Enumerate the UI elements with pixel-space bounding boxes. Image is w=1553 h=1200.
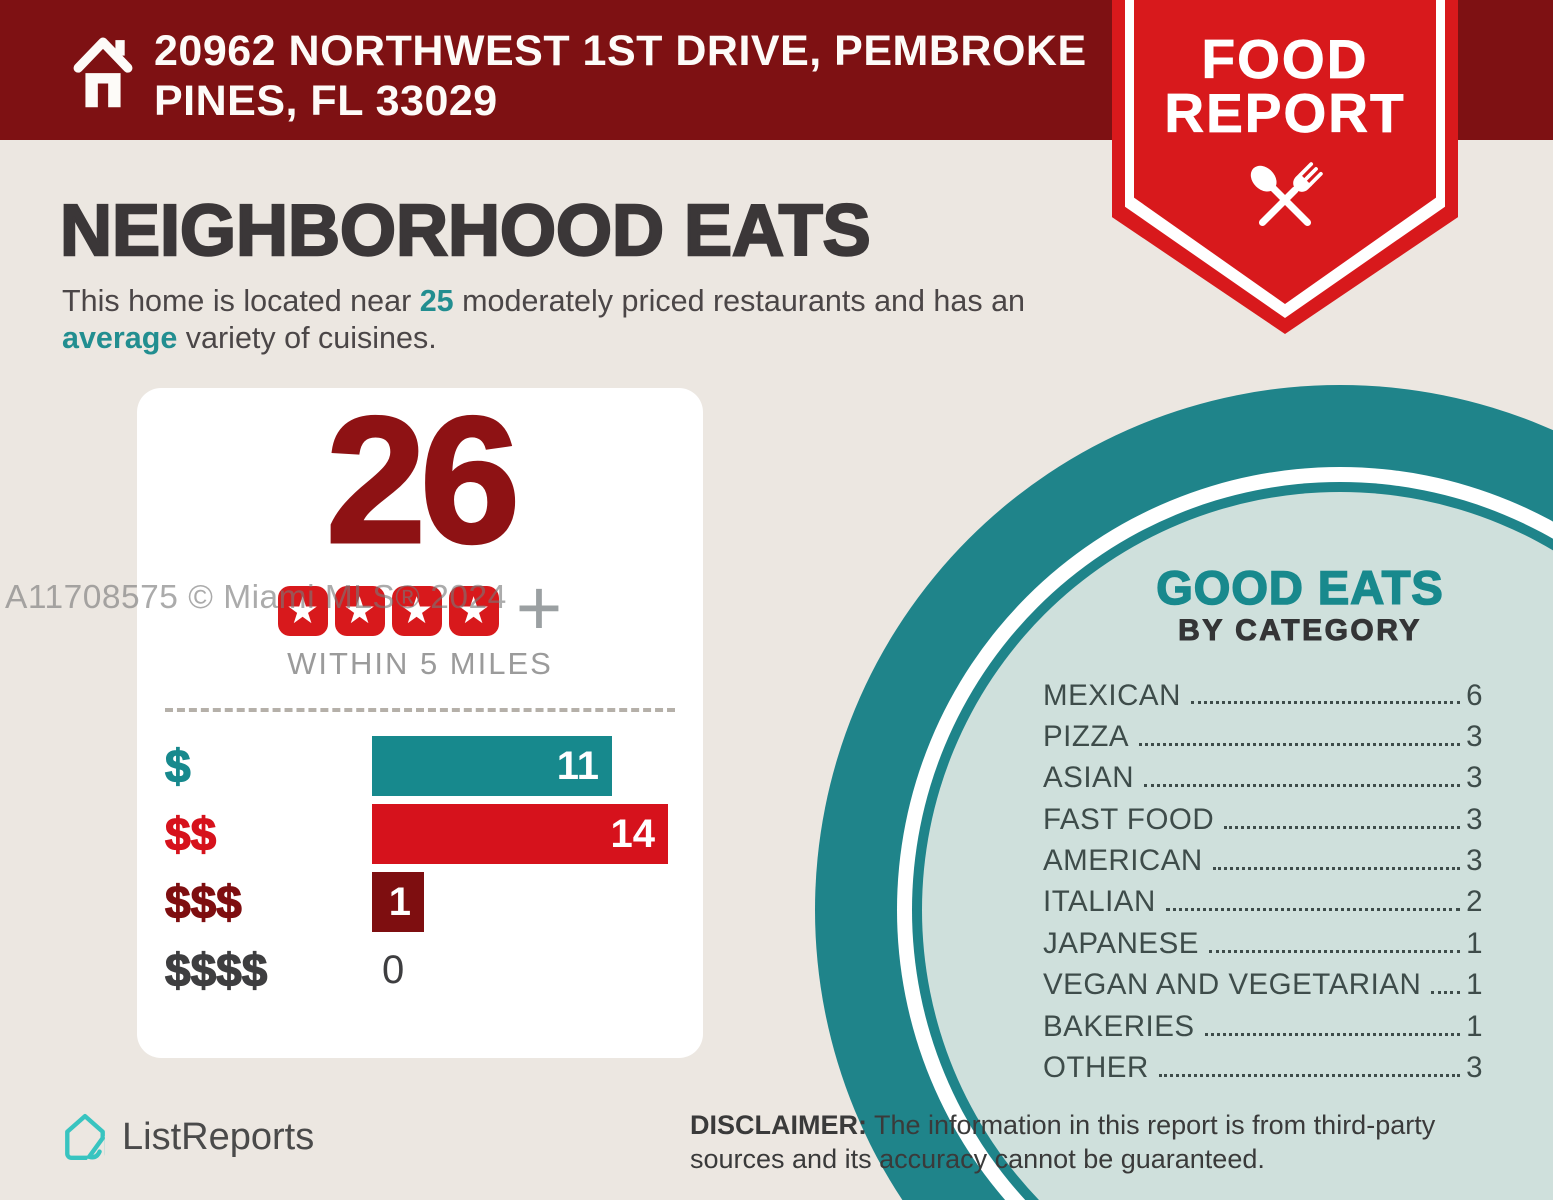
price-row: $11 bbox=[164, 736, 675, 796]
price-value: 1 bbox=[388, 879, 411, 924]
category-value: 6 bbox=[1466, 678, 1483, 712]
watermark: A11708575 © Miami MLS® 2024 bbox=[5, 579, 507, 616]
category-label: VEGAN AND VEGETARIAN bbox=[1043, 968, 1422, 1002]
variety-highlight: average bbox=[62, 321, 178, 355]
price-row: $$ 14 bbox=[164, 804, 675, 864]
radius-caption: WITHIN 5 MILES bbox=[287, 646, 553, 681]
category-value: 1 bbox=[1466, 926, 1483, 960]
stats-card: 26 ★ ★ ★ ★ + WITHIN 5 MILES $11 $$ 14 $$$ 1 $$$$ 0 bbox=[137, 380, 703, 1058]
category-dots bbox=[1144, 784, 1461, 788]
subtitle-text: variety of cuisines. bbox=[177, 321, 437, 355]
star-rating: ★ ★ ★ ★ + bbox=[137, 563, 703, 652]
brand-name: ListReports bbox=[122, 1115, 315, 1158]
category-row: ITALIAN 2 bbox=[1043, 877, 1483, 918]
category-row: PIZZA 3 bbox=[1043, 711, 1483, 753]
price-label: $$$ bbox=[164, 875, 242, 928]
spoon-fork-icon bbox=[1250, 162, 1323, 227]
category-label: FAST FOOD bbox=[1043, 802, 1215, 836]
star-icon: ★ bbox=[391, 586, 442, 636]
disclaimer: DISCLAIMER: The information in this repo… bbox=[690, 1108, 1495, 1176]
star-icon: ★ bbox=[334, 586, 385, 636]
price-bar: 1 bbox=[372, 872, 424, 932]
category-value: 3 bbox=[1466, 802, 1483, 836]
category-row: MEXICAN 6 bbox=[1043, 670, 1483, 711]
subtitle-text: moderately priced restaurants and has an bbox=[453, 284, 1026, 318]
home-icon bbox=[73, 37, 133, 108]
price-bar-area: 11 bbox=[372, 736, 675, 796]
category-label: AMERICAN bbox=[1043, 844, 1203, 878]
category-list: MEXICAN 6 PIZZA 3 ASIAN 3 FAST FOOD 3 AMERICAN 3 I… bbox=[1043, 670, 1483, 1084]
category-row: FAST FOOD 3 bbox=[1043, 794, 1483, 835]
category-label: ASIAN bbox=[1043, 761, 1135, 795]
category-value: 3 bbox=[1466, 844, 1483, 878]
good-eats-subtitle: BY CATEGORY bbox=[1178, 614, 1422, 648]
disclaimer-label: DISCLAIMER: bbox=[690, 1110, 867, 1140]
category-row: OTHER 3 bbox=[1043, 1043, 1483, 1084]
price-level-chart: $11 $$ 14 $$$ 1 $$$$ 0 bbox=[164, 736, 675, 1008]
restaurant-count: 26 bbox=[324, 380, 521, 581]
category-row: VEGAN AND VEGETARIAN 1 bbox=[1043, 960, 1483, 1001]
category-dots bbox=[1204, 1032, 1461, 1036]
price-label: $ bbox=[164, 739, 191, 792]
dashed-divider bbox=[165, 708, 675, 712]
page-subtitle: This home is located near 25 moderately … bbox=[62, 283, 1072, 357]
badge-title: FOOD REPORT bbox=[1112, 28, 1458, 144]
price-bar: 14 bbox=[372, 804, 668, 864]
category-label: ITALIAN bbox=[1043, 885, 1156, 919]
category-value: 3 bbox=[1466, 719, 1483, 753]
price-bar: 11 bbox=[372, 736, 612, 796]
price-bar-area: 0 bbox=[372, 940, 675, 1000]
restaurant-count-highlight: 25 bbox=[419, 284, 454, 318]
price-value: 14 bbox=[610, 811, 656, 856]
category-label: MEXICAN bbox=[1043, 678, 1181, 712]
food-report-badge: FOOD REPORT bbox=[1112, 0, 1458, 334]
price-bar-area: 14 bbox=[372, 804, 675, 864]
category-value: 1 bbox=[1466, 1009, 1483, 1043]
badge-title-line2: REPORT bbox=[1164, 82, 1406, 144]
disclaimer-text: The information in this report is from t… bbox=[690, 1110, 1436, 1174]
category-dots bbox=[1158, 1073, 1461, 1077]
category-row: ASIAN 3 bbox=[1043, 753, 1483, 794]
page-title: NEIGHBORHOOD EATS bbox=[59, 190, 872, 272]
price-value: 11 bbox=[556, 743, 599, 788]
category-dots bbox=[1208, 949, 1461, 953]
plus-icon: + bbox=[515, 563, 563, 652]
category-dots bbox=[1139, 742, 1461, 746]
category-label: OTHER bbox=[1043, 1051, 1149, 1085]
brand-logo: ListReports bbox=[62, 1112, 314, 1162]
star-icon: ★ bbox=[277, 586, 328, 636]
header-address: 20962 NORTHWEST 1ST DRIVE, PEMBROKE PINE… bbox=[154, 27, 1087, 125]
category-label: BAKERIES bbox=[1043, 1009, 1195, 1043]
badge-title-line1: FOOD bbox=[1201, 28, 1369, 90]
category-row: JAPANESE 1 bbox=[1043, 918, 1483, 960]
price-value: 0 bbox=[382, 948, 405, 992]
category-row: BAKERIES 1 bbox=[1043, 1001, 1483, 1042]
category-dots bbox=[1224, 825, 1461, 829]
category-dots bbox=[1431, 991, 1461, 995]
price-label: $$$$ bbox=[164, 943, 268, 996]
price-label: $$ bbox=[164, 807, 217, 860]
category-value: 1 bbox=[1466, 968, 1483, 1002]
category-dots bbox=[1165, 908, 1461, 912]
category-value: 2 bbox=[1466, 885, 1483, 919]
price-bar-area: 1 bbox=[372, 872, 675, 932]
category-label: JAPANESE bbox=[1043, 926, 1199, 960]
category-row: AMERICAN 3 bbox=[1043, 836, 1483, 877]
category-value: 3 bbox=[1466, 1051, 1483, 1085]
category-dots bbox=[1190, 701, 1461, 705]
category-value: 3 bbox=[1466, 761, 1483, 795]
category-dots bbox=[1212, 866, 1461, 870]
good-eats-title: GOOD EATS bbox=[1155, 560, 1444, 615]
price-row: $$$$ 0 bbox=[164, 940, 675, 1000]
category-label: PIZZA bbox=[1043, 719, 1130, 753]
price-row: $$$ 1 bbox=[164, 872, 675, 932]
subtitle-text: This home is located near bbox=[62, 284, 420, 318]
star-icon: ★ bbox=[448, 586, 499, 636]
listreports-icon bbox=[65, 1113, 105, 1161]
